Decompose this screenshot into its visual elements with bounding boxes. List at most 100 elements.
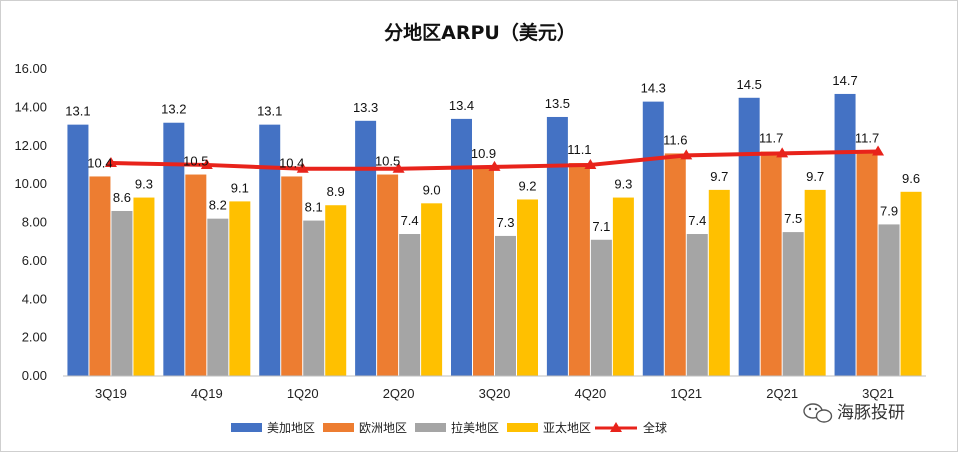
- bar: [834, 93, 856, 376]
- bar: [708, 189, 730, 376]
- bar: [612, 197, 634, 376]
- bar: [664, 153, 686, 376]
- data-label: 9.0: [423, 182, 441, 197]
- legend-label: 欧洲地区: [359, 421, 407, 435]
- y-tick-label: 12.00: [14, 138, 47, 153]
- data-label: 10.4: [279, 155, 304, 170]
- data-label: 9.2: [518, 178, 536, 193]
- data-label: 13.1: [257, 104, 282, 119]
- bar: [281, 176, 303, 376]
- legend-swatch: [415, 423, 446, 432]
- legend-swatch: [507, 423, 538, 432]
- x-tick-label: 3Q19: [95, 386, 127, 401]
- data-label: 14.7: [832, 73, 857, 88]
- bar: [259, 124, 281, 376]
- data-label: 8.2: [209, 198, 227, 213]
- bar: [804, 189, 826, 376]
- bar: [303, 220, 325, 376]
- data-label: 11.6: [663, 132, 687, 147]
- y-tick-label: 4.00: [22, 291, 47, 306]
- x-tick-label: 4Q20: [574, 386, 606, 401]
- bar: [900, 191, 922, 376]
- bar: [590, 239, 612, 376]
- y-tick-label: 0.00: [22, 368, 47, 383]
- data-label: 13.5: [545, 96, 570, 111]
- bar: [782, 232, 804, 376]
- data-label: 7.5: [784, 211, 802, 226]
- data-label: 13.3: [353, 100, 378, 115]
- legend-label: 全球: [643, 420, 667, 435]
- legend: 美加地区 欧洲地区 拉美地区 亚太地区 全球: [231, 420, 667, 435]
- bar: [355, 120, 377, 377]
- data-label: 9.3: [135, 177, 153, 192]
- data-label: 7.9: [880, 203, 898, 218]
- bar: [760, 151, 782, 376]
- bars-group: [67, 93, 922, 377]
- data-label: 7.3: [496, 215, 514, 230]
- data-label: 11.7: [855, 131, 879, 146]
- data-labels-group: 13.1 10.4 8.6 9.3 13.2 10.5 8.2 9.1 13.1 10.4 8.1 8…: [65, 73, 920, 234]
- line-marker: [296, 162, 309, 173]
- bar: [856, 151, 878, 376]
- data-label: 13.2: [161, 102, 186, 117]
- wechat-icon: [803, 403, 833, 423]
- data-label: 7.4: [401, 213, 419, 228]
- data-label: 9.1: [231, 180, 249, 195]
- bar: [451, 118, 472, 376]
- line-marker: [104, 157, 117, 168]
- data-label: 9.7: [710, 169, 728, 184]
- x-tick-label: 1Q20: [287, 386, 319, 401]
- bar: [421, 203, 443, 376]
- y-tick-label: 8.00: [22, 215, 47, 230]
- y-tick-label: 16.00: [14, 61, 47, 76]
- data-label: 10.9: [471, 146, 496, 161]
- legend-label: 拉美地区: [451, 420, 499, 435]
- line-marker: [680, 149, 693, 160]
- data-label: 8.6: [113, 190, 131, 205]
- y-tick-label: 2.00: [22, 330, 47, 345]
- line-marker: [872, 145, 885, 156]
- data-label: 10.5: [183, 154, 208, 169]
- bar: [686, 234, 708, 376]
- data-label: 9.7: [806, 169, 824, 184]
- x-tick-label: 3Q20: [479, 386, 511, 401]
- x-tick-label: 2Q20: [383, 386, 415, 401]
- data-label: 9.6: [902, 171, 920, 186]
- bar: [229, 201, 251, 376]
- bar: [568, 163, 590, 376]
- line-marker: [488, 160, 501, 171]
- x-tick-label: 3Q21: [862, 386, 894, 401]
- watermark: 海豚投研: [803, 403, 905, 423]
- bar: [377, 174, 399, 376]
- data-label: 11.7: [759, 131, 783, 146]
- bar: [207, 218, 229, 376]
- bar: [185, 174, 207, 376]
- bar: [878, 224, 900, 376]
- bar: [163, 122, 185, 376]
- y-axis: 0.00 2.00 4.00 6.00 8.00 10.00 12.00 14.00 16.00: [14, 61, 47, 383]
- x-tick-label: 1Q21: [670, 386, 702, 401]
- legend-label: 美加地区: [267, 421, 315, 435]
- x-axis: 3Q19 4Q19 1Q20 2Q20 3Q20 4Q20 1Q21 2Q21 3Q21: [63, 375, 926, 401]
- x-tick-label: 4Q19: [191, 386, 223, 401]
- data-label: 14.5: [737, 77, 762, 92]
- line-marker: [584, 158, 597, 169]
- bar: [133, 197, 155, 376]
- data-label: 10.5: [375, 154, 400, 169]
- data-label: 13.4: [449, 98, 474, 113]
- bar: [642, 101, 664, 377]
- bar: [89, 176, 111, 376]
- data-label: 8.1: [305, 200, 323, 215]
- bar: [546, 116, 568, 376]
- data-label: 8.9: [327, 184, 345, 199]
- data-label: 14.3: [641, 81, 666, 96]
- bar: [325, 205, 347, 376]
- bar: [517, 199, 538, 376]
- bar: [67, 124, 89, 376]
- legend-line-marker: [610, 422, 622, 432]
- line-series-group: [104, 145, 885, 173]
- legend-swatch: [323, 423, 354, 432]
- bar: [738, 97, 760, 376]
- data-label: 11.1: [567, 142, 591, 157]
